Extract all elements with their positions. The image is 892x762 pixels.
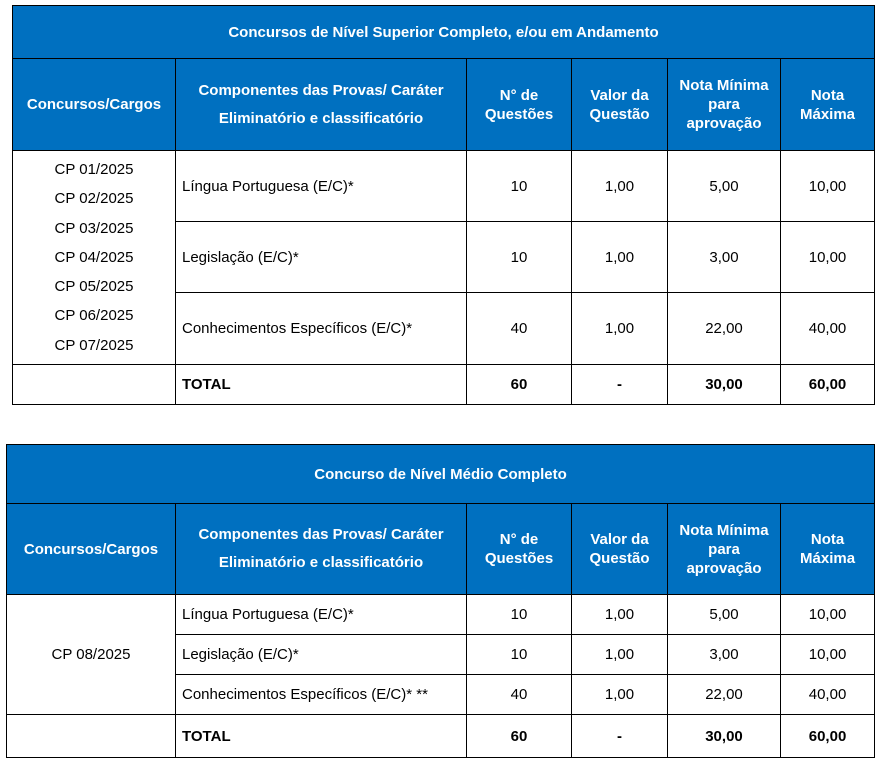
header-componentes-line2: Eliminatório e classificatório [218, 554, 424, 571]
total-minima: 30,00 [667, 364, 781, 405]
nota-maxima: 10,00 [779, 634, 876, 675]
valor: 1,00 [571, 292, 668, 365]
total-valor: - [571, 364, 668, 405]
valor: 1,00 [571, 150, 668, 222]
total-questoes: 60 [466, 714, 572, 758]
componente: Conhecimentos Específicos (E/C)* [175, 292, 467, 365]
questoes: 10 [466, 594, 572, 635]
nota-minima: 3,00 [667, 634, 781, 675]
header-componentes-line2: Eliminatório e classificatório [218, 109, 424, 127]
total-row: TOTAL 60 - 30,00 60,00 [12, 364, 876, 405]
componente: Língua Portuguesa (E/C)* [175, 150, 467, 222]
header-nota-minima: Nota Mínima para aprovação [667, 503, 781, 595]
total-label: TOTAL [175, 364, 467, 405]
componente: Língua Portuguesa (E/C)* [175, 594, 467, 635]
header-componentes: Componentes das Provas/ Caráter Eliminató… [175, 58, 467, 151]
nota-minima: 5,00 [667, 594, 781, 635]
componente: Legislação (E/C)* [175, 221, 467, 293]
table-row: Legislação (E/C)* 10 1,00 3,00 10,00 [7, 634, 876, 675]
total-row: TOTAL 60 - 30,00 60,00 [6, 714, 876, 758]
table-title: Concurso de Nível Médio Completo [5, 444, 876, 504]
header-valor: Valor da Questão [571, 58, 668, 151]
header-questoes: N° de Questões [466, 58, 572, 151]
total-maxima: 60,00 [779, 364, 876, 405]
header-componentes-line1: Componentes das Provas/ Caráter [198, 526, 444, 543]
nota-minima: 22,00 [667, 292, 781, 365]
nota-minima: 5,00 [667, 150, 781, 222]
header-nota-maxima: Nota Máxima [779, 58, 876, 151]
header-cargos: Concursos/Cargos [12, 58, 176, 151]
total-minima: 30,00 [667, 714, 781, 758]
total-questoes: 60 [466, 364, 572, 405]
nota-maxima: 10,00 [779, 594, 876, 635]
table-nivel-superior: Concursos de Nível Superior Completo, e/… [11, 5, 876, 405]
nota-maxima: 40,00 [779, 292, 876, 365]
table-title: Concursos de Nível Superior Completo, e/… [11, 5, 876, 59]
questoes: 10 [466, 150, 572, 222]
cargo: CP 04/2025 [54, 248, 134, 266]
cargo: CP 07/2025 [54, 336, 134, 354]
header-componentes-line1: Componentes das Provas/ Caráter [198, 81, 444, 99]
cargos-cell: CP 01/2025 CP 02/2025 CP 03/2025 CP 04/2… [12, 150, 176, 365]
nota-minima: 3,00 [667, 221, 781, 293]
nota-maxima: 10,00 [779, 221, 876, 293]
nota-maxima: 10,00 [779, 150, 876, 222]
table-row: CP 08/2025 Língua Portuguesa (E/C)* 10 1… [6, 594, 876, 715]
header-valor: Valor da Questão [571, 503, 668, 595]
questoes: 40 [466, 674, 572, 715]
cargo: CP 03/2025 [54, 219, 134, 237]
empty-cell [12, 364, 176, 405]
table-nivel-medio: Concurso de Nível Médio Completo Concurs… [5, 444, 876, 758]
questoes: 10 [466, 221, 572, 293]
questoes: 40 [466, 292, 572, 365]
table-row: Conhecimentos Específicos (E/C)* 40 1,00… [13, 292, 876, 365]
header-cargos: Concursos/Cargos [6, 503, 176, 595]
valor: 1,00 [571, 594, 668, 635]
cargo: CP 05/2025 [54, 278, 134, 296]
empty-cell [6, 714, 176, 758]
cargo: CP 06/2025 [54, 307, 134, 325]
valor: 1,00 [571, 634, 668, 675]
componente: Conhecimentos Específicos (E/C)* ** [175, 674, 467, 715]
total-maxima: 60,00 [779, 714, 876, 758]
cargo: CP 01/2025 [54, 160, 134, 178]
componente: Legislação (E/C)* [175, 634, 467, 675]
table-row: Legislação (E/C)* 10 1,00 3,00 10,00 [13, 221, 876, 293]
table-row: Conhecimentos Específicos (E/C)* ** 40 1… [7, 674, 876, 715]
header-questoes: N° de Questões [466, 503, 572, 595]
header-nota-maxima: Nota Máxima [779, 503, 876, 595]
nota-minima: 22,00 [667, 674, 781, 715]
valor: 1,00 [571, 221, 668, 293]
total-label: TOTAL [175, 714, 467, 758]
nota-maxima: 40,00 [779, 674, 876, 715]
header-nota-minima: Nota Mínima para aprovação [667, 58, 781, 151]
table-row: CP 01/2025 CP 02/2025 CP 03/2025 CP 04/2… [12, 150, 876, 365]
cargo: CP 02/2025 [54, 190, 134, 208]
questoes: 10 [466, 634, 572, 675]
header-componentes: Componentes das Provas/ Caráter Eliminató… [175, 503, 467, 595]
total-valor: - [571, 714, 668, 758]
cargo: CP 08/2025 [6, 594, 176, 715]
valor: 1,00 [571, 674, 668, 715]
